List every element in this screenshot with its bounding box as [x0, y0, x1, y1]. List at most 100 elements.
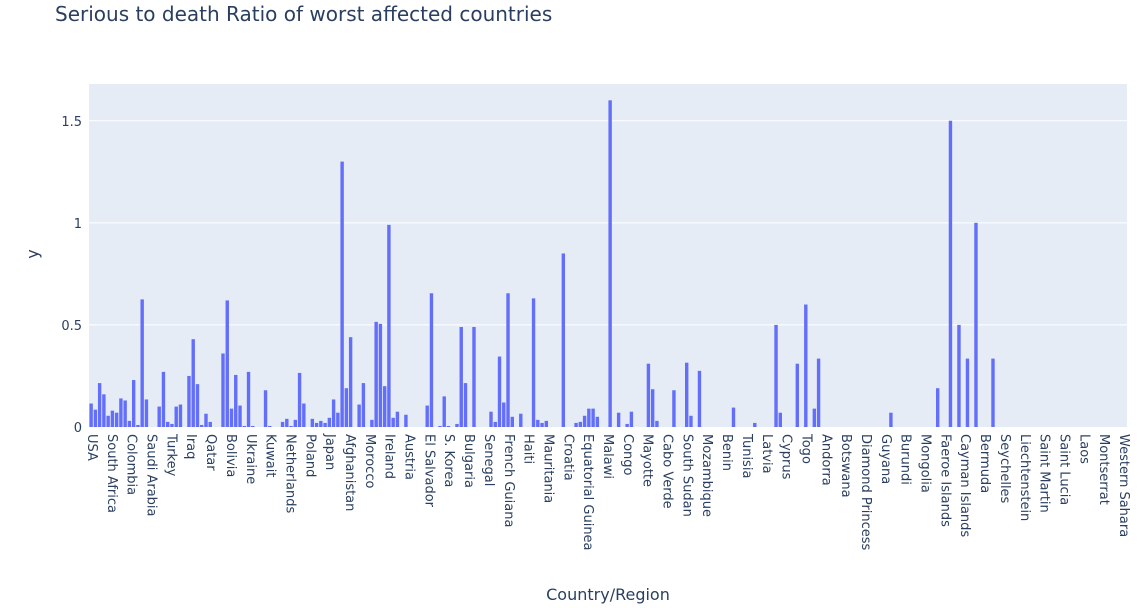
bar — [948, 120, 953, 427]
bar — [650, 389, 655, 427]
y-tick-label: 0 — [74, 421, 82, 436]
bar — [238, 405, 242, 427]
y-axis-title: y — [23, 249, 42, 258]
bar — [131, 380, 136, 427]
bar — [374, 321, 378, 427]
bar — [119, 398, 123, 427]
bar — [957, 324, 961, 427]
x-tick-label: Cyprus — [779, 434, 794, 480]
bar — [157, 406, 161, 427]
x-tick-label: Poland — [302, 434, 317, 477]
bar — [510, 416, 514, 427]
bar — [208, 421, 212, 427]
x-tick-label: Iraq — [183, 434, 198, 459]
bar — [166, 421, 170, 427]
y-tick-label: 1.5 — [61, 115, 82, 130]
bar — [302, 403, 306, 427]
bar — [404, 414, 408, 427]
x-tick-label: Ireland — [382, 434, 397, 479]
x-tick-label: Liechtenstein — [1017, 434, 1032, 521]
bar — [591, 408, 595, 428]
x-tick-label: Afghanistan — [342, 434, 357, 511]
bar — [225, 300, 229, 427]
x-tick-label: Bolivia — [223, 434, 238, 477]
bar — [187, 375, 191, 427]
bar — [89, 403, 93, 427]
bar — [280, 421, 285, 427]
bar — [561, 253, 566, 427]
bar — [170, 423, 174, 427]
bar — [251, 425, 255, 427]
x-tick-label: Malawi — [600, 434, 615, 479]
x-tick-label: Cayman Islands — [957, 434, 972, 537]
bar — [463, 383, 468, 427]
bar — [378, 323, 383, 427]
bar — [655, 420, 659, 428]
bar — [935, 388, 940, 427]
y-tick-label: 1 — [74, 217, 82, 232]
bar — [812, 408, 817, 428]
bar — [689, 415, 693, 427]
x-tick-labels: USA South Africa Colombia Saudi Arabia Turke… — [84, 433, 1131, 551]
bar — [616, 412, 621, 427]
bar — [795, 363, 800, 427]
bar — [608, 100, 612, 427]
y-tick-label: 0.5 — [61, 319, 82, 334]
bar — [574, 422, 578, 427]
bar — [544, 420, 549, 428]
bar — [297, 372, 302, 427]
x-tick-label: Saint Lucia — [1056, 434, 1071, 505]
bar — [472, 326, 476, 427]
bar — [582, 415, 587, 427]
bar — [174, 406, 178, 427]
bar — [344, 388, 349, 427]
x-axis-title: Country/Region — [546, 585, 670, 604]
bar — [191, 339, 195, 427]
bar — [370, 419, 374, 427]
bar — [102, 394, 106, 427]
x-tick-label: Turkey — [163, 433, 178, 477]
x-tick-label: Austria — [402, 434, 417, 480]
x-tick-label: Cabo Verde — [660, 434, 675, 509]
bar — [221, 353, 225, 427]
x-tick-label: Saint Martin — [1037, 434, 1052, 513]
bar — [144, 399, 149, 427]
bar — [497, 356, 502, 427]
bar — [519, 413, 523, 427]
x-tick-label: Senegal — [481, 434, 496, 486]
x-tick-label: Faeroe Islands — [937, 434, 952, 527]
bar — [587, 408, 591, 428]
x-tick-label: Latvia — [759, 434, 774, 474]
bar — [685, 362, 689, 427]
x-tick-label: Croatia — [560, 434, 575, 481]
x-tick-label: French Guiana — [501, 434, 516, 527]
x-tick-label: Western Sahara — [1116, 434, 1131, 537]
bar — [246, 371, 251, 428]
bar — [459, 326, 463, 427]
bar — [123, 400, 127, 427]
x-tick-label: South Sudan — [679, 434, 694, 517]
bar — [595, 416, 600, 427]
bar — [502, 402, 506, 427]
bar — [446, 425, 451, 427]
x-tick-label: Saudi Arabia — [144, 434, 159, 517]
bar — [127, 420, 132, 428]
bar — [200, 424, 204, 427]
bar — [204, 413, 208, 427]
x-tick-label: Bermuda — [977, 434, 992, 493]
bar — [391, 417, 395, 427]
x-tick-label: Botswana — [838, 434, 853, 498]
x-tick-label: Colombia — [124, 434, 139, 495]
plot-background — [89, 84, 1127, 427]
bar — [697, 370, 702, 427]
x-tick-label: Netherlands — [282, 434, 297, 513]
bars — [89, 100, 995, 428]
bar — [965, 358, 970, 427]
bar — [289, 425, 293, 427]
grid-lines — [89, 120, 1127, 326]
x-tick-label: Morocco — [362, 434, 377, 488]
bar — [429, 293, 434, 427]
bar — [93, 409, 98, 427]
x-tick-label: South Africa — [104, 434, 119, 513]
